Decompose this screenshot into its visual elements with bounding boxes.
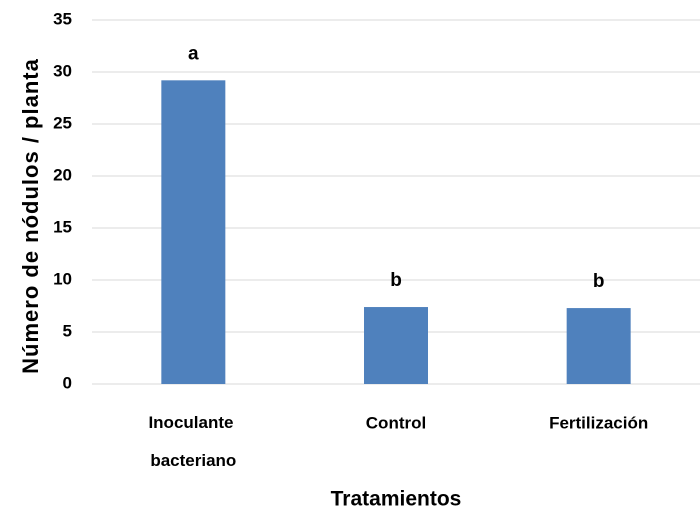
y-tick-label: 15: [53, 217, 72, 236]
y-tick-label: 25: [53, 113, 72, 132]
y-tick-label: 5: [63, 321, 72, 340]
x-tick-label: Control: [366, 413, 426, 432]
annotation: b: [390, 270, 402, 291]
y-tick-label: 10: [53, 269, 72, 288]
annotation: b: [593, 271, 605, 292]
x-tick-label: Inoculante bacteriano: [148, 413, 238, 470]
bar: [566, 308, 631, 384]
x-axis-label: Tratamientos: [331, 488, 462, 511]
bar: [364, 307, 428, 384]
y-tick-label: 20: [53, 165, 72, 184]
y-axis-label: Número de nódulos / planta: [18, 58, 43, 374]
x-tick-label: Fertilización: [549, 413, 648, 432]
y-tick-label: 30: [53, 61, 72, 80]
y-tick-label: 35: [53, 9, 72, 28]
bar: [161, 80, 226, 384]
annotation: a: [188, 43, 199, 64]
y-tick-label: 0: [63, 373, 72, 392]
